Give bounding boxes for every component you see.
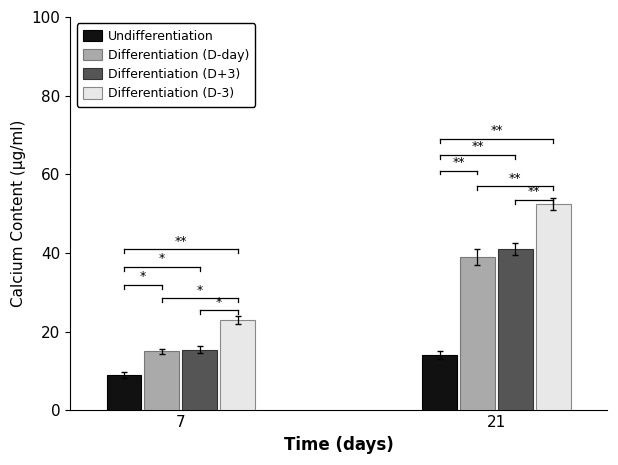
Text: **: ** (528, 186, 541, 199)
Bar (106, 375, 142, 411)
Text: *: * (159, 252, 165, 266)
Bar (220, 320, 255, 411)
Text: *: * (140, 270, 146, 283)
Legend: Undifferentiation, Differentiation (D-day), Differentiation (D+3), Differentiati: Undifferentiation, Differentiation (D-da… (77, 23, 255, 106)
Text: **: ** (174, 235, 187, 248)
Bar (145, 352, 179, 411)
X-axis label: Time (days): Time (days) (284, 436, 394, 454)
Bar (498, 249, 533, 411)
Text: **: ** (452, 156, 465, 169)
Y-axis label: Calcium Content (μg/ml): Calcium Content (μg/ml) (11, 120, 26, 307)
Bar (182, 350, 217, 411)
Bar (422, 355, 457, 411)
Bar (536, 204, 570, 411)
Text: **: ** (471, 140, 484, 153)
Text: *: * (197, 284, 203, 297)
Text: **: ** (509, 172, 522, 185)
Text: **: ** (490, 125, 502, 138)
Bar (460, 257, 495, 411)
Text: *: * (216, 296, 222, 309)
